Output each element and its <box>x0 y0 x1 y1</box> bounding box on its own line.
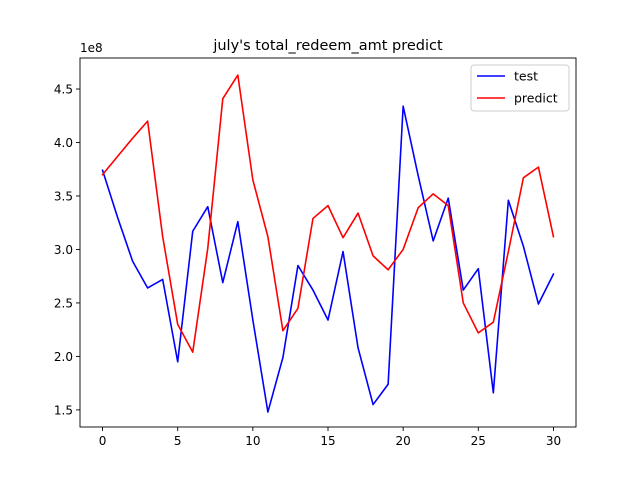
legend: test predict <box>470 64 570 112</box>
legend-label-test: test <box>514 69 538 84</box>
series-line-test <box>101 105 555 413</box>
x-tick-label: 0 <box>99 434 107 448</box>
chart-title: july's total_redeem_amt predict <box>212 38 443 54</box>
legend-label-predict: predict <box>514 91 558 106</box>
x-tick-label: 25 <box>471 434 486 448</box>
y-tick-label: 2.0 <box>54 350 73 364</box>
plot-area: 0 5 10 15 20 25 30 1.5 2.0 2.5 3.0 3.5 4.0 4.5 <box>54 57 577 448</box>
y-tick-label: 1.5 <box>54 403 73 417</box>
y-tick-label: 3.0 <box>54 243 73 257</box>
y-tick-label: 2.5 <box>54 296 73 310</box>
series-line-predict <box>101 74 555 353</box>
x-tick-label: 30 <box>546 434 561 448</box>
y-tick-label: 4.0 <box>54 136 73 150</box>
x-tick-label: 10 <box>245 434 260 448</box>
x-tick-label: 5 <box>174 434 182 448</box>
y-tick-label: 3.5 <box>54 189 73 203</box>
y-tick-label: 4.5 <box>54 83 73 97</box>
x-tick-label: 15 <box>320 434 335 448</box>
y-offset-label: 1e8 <box>80 41 103 55</box>
x-tick-label: 20 <box>396 434 411 448</box>
